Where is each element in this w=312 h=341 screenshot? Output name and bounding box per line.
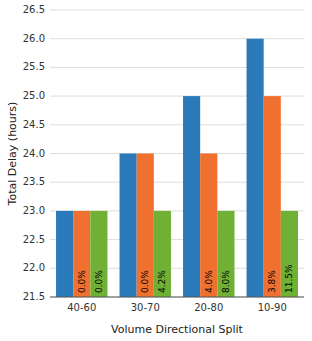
y-axis-label: Total Delay (hours) [6,102,19,207]
bar [247,39,264,297]
y-tick-label: 23.0 [23,205,45,216]
bar-annotation: 4.2% [157,270,167,293]
x-tick-label: 10-90 [258,302,287,313]
y-tick-label: 21.5 [23,291,45,302]
y-tick-label: 22.0 [23,262,45,273]
x-axis: 40-60 30-70 20-80 10-90 [50,297,304,313]
bar [120,154,137,298]
bar [56,211,73,297]
chart: 21.5 22.0 22.5 23.0 23.5 24.0 24.5 25.0 25.5 26.0… [0,0,312,341]
x-tick-label: 30-70 [131,302,160,313]
bar [281,211,298,297]
bar-annotation: 11.5% [284,264,294,293]
x-tick-label: 20-80 [194,302,223,313]
y-tick-label: 26.5 [23,4,45,15]
bar [200,154,217,298]
y-axis: 21.5 22.0 22.5 23.0 23.5 24.0 24.5 25.0 25.5 26.0… [23,4,304,302]
y-tick-label: 26.0 [23,33,45,44]
grid-line [50,10,304,11]
bar [154,211,171,297]
bar [217,211,234,297]
bars [56,39,298,297]
y-tick-label: 23.5 [23,176,45,187]
bar [264,96,281,297]
y-tick-label: 22.5 [23,234,45,245]
bar-annotation: 8.0% [221,270,231,293]
bar [90,211,107,297]
y-tick-label: 25.5 [23,61,45,72]
grid-line [50,67,304,68]
bar [183,96,200,297]
x-tick-label: 40-60 [67,302,96,313]
bar [137,154,154,298]
bar-annotations: 0.0% 0.0% 4.0% 3.8% 0.0% 4.2% 8.0% 11.5% [77,264,295,293]
bar-annotation: 0.0% [140,270,150,293]
x-axis-label: Volume Directional Split [111,323,243,336]
bar-annotation: 0.0% [77,270,87,293]
bar-annotation: 3.8% [267,270,277,293]
grid-line [50,297,304,298]
y-tick-label: 25.0 [23,90,45,101]
bar-annotation: 4.0% [204,270,214,293]
bar-annotation: 0.0% [94,270,104,293]
y-tick-label: 24.0 [23,148,45,159]
x-axis-line [50,297,304,298]
grid-line [50,38,304,39]
y-tick-label: 24.5 [23,119,45,130]
bar [73,211,90,297]
